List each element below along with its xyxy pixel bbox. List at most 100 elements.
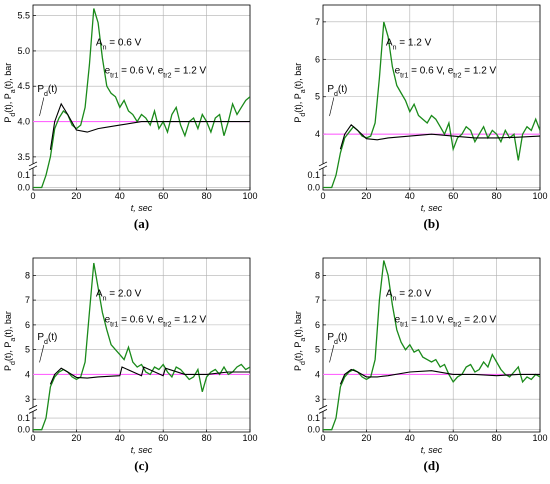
curve-label-part: (t) xyxy=(48,84,57,95)
annotation: An = 2.0 V xyxy=(386,288,432,302)
y-tick-label: 4 xyxy=(315,369,320,379)
axis-break xyxy=(318,165,328,171)
y-axis-label: Pd(t), Pa(t), bar xyxy=(3,311,17,371)
curve-label-part: d xyxy=(334,90,338,97)
y-tick-label: 4.0 xyxy=(17,117,30,127)
panel-caption: (a) xyxy=(134,216,149,231)
y-axis-label-part: (t), P xyxy=(293,342,303,362)
x-tick-label: 20 xyxy=(361,191,371,201)
axis-break xyxy=(28,161,38,167)
annotation-part: = 1.2 V xyxy=(461,65,496,76)
y-tick-label: 5 xyxy=(25,345,30,355)
annotation-part: = 0.6 V, e xyxy=(118,314,163,325)
x-axis-label: t, sec xyxy=(421,445,443,455)
x-tick-label: 100 xyxy=(242,191,257,201)
panel-caption: (b) xyxy=(424,216,440,231)
y-axis-label-part: d xyxy=(300,361,307,365)
annotation-part: tr2 xyxy=(453,72,461,79)
axis-break xyxy=(318,405,328,410)
axis-break xyxy=(318,161,328,167)
y-tick-label: 4 xyxy=(315,129,320,139)
curve-label-part: (t) xyxy=(48,332,57,343)
curve-label: Pd(t) xyxy=(327,332,347,346)
y-tick-label: 0.1 xyxy=(307,170,320,180)
curve-label-leader xyxy=(39,97,45,117)
y-axis-label-part: a xyxy=(10,338,17,342)
curve-label-part: d xyxy=(334,338,338,345)
y-tick-label: 7 xyxy=(315,295,320,305)
y-tick-label: 3 xyxy=(315,394,320,404)
annotation-part: tr1 xyxy=(110,321,118,328)
annotation-part: = 0.6 V, e xyxy=(118,65,163,76)
curve-label: Pd(t) xyxy=(37,332,57,346)
curve-label-part: d xyxy=(44,338,48,345)
annotation: etr1 = 0.6 V, etr2 = 1.2 V xyxy=(105,65,207,79)
y-axis-label-part: P xyxy=(3,365,13,371)
annotation-part: = 2.0 V xyxy=(461,314,496,325)
x-tick-label: 80 xyxy=(202,191,212,201)
annotation-part: n xyxy=(393,295,397,302)
x-tick-label: 60 xyxy=(448,433,458,443)
annotation-part: e xyxy=(395,65,401,76)
annotation-part: tr2 xyxy=(163,321,171,328)
annotation: An = 2.0 V xyxy=(96,288,142,302)
y-tick-label: 7 xyxy=(315,17,320,27)
annotation-part: n xyxy=(103,44,107,51)
plot-frame xyxy=(322,257,541,433)
y-tick-label: 0.1 xyxy=(17,170,30,180)
y-axis-label-part: P xyxy=(293,117,303,123)
y-axis-label-part: a xyxy=(10,89,17,93)
annotation-part: = 2.0 V xyxy=(107,288,142,299)
data-line xyxy=(49,366,250,385)
y-tick-label: 6 xyxy=(25,320,30,330)
y-axis-label-part: (t), P xyxy=(3,342,13,362)
x-tick-label: 40 xyxy=(405,191,415,201)
curve-label: Pd(t) xyxy=(327,84,347,98)
axis-break-gap xyxy=(30,407,36,412)
x-tick-label: 40 xyxy=(405,433,415,443)
annotation-part: n xyxy=(393,44,397,51)
plot-frame xyxy=(322,4,541,191)
curve-label-part: P xyxy=(37,332,44,343)
y-tick-label: 3 xyxy=(25,394,30,404)
y-axis-label-part: d xyxy=(300,113,307,117)
curve-label-leader xyxy=(329,97,335,117)
y-axis-label-part: (t), bar xyxy=(293,63,303,90)
y-axis-label-part: P xyxy=(293,365,303,371)
annotation-part: A xyxy=(386,288,393,299)
y-tick-label: 0.1 xyxy=(17,413,30,423)
annotation: etr1 = 1.0 V, etr2 = 2.0 V xyxy=(395,314,497,328)
curve-label: Pd(t) xyxy=(37,84,57,98)
y-tick-label: 8 xyxy=(315,270,320,280)
axis-break-gap xyxy=(320,407,326,412)
data-line xyxy=(339,123,540,150)
annotation: An = 0.6 V xyxy=(96,38,142,52)
plot-frame xyxy=(32,4,251,191)
curve-label-part: (t) xyxy=(338,84,347,95)
y-axis-label: Pd(t), Pa(t), bar xyxy=(293,311,307,371)
annotation-part: = 2.0 V xyxy=(397,288,432,299)
x-tick-label: 100 xyxy=(532,433,547,443)
y-tick-label: 4.5 xyxy=(17,81,30,91)
x-tick-label: 0 xyxy=(320,433,325,443)
axis-break-gap xyxy=(30,163,36,168)
curve-label-leader xyxy=(39,344,45,363)
x-tick-label: 0 xyxy=(30,191,35,201)
axis-break xyxy=(28,165,38,171)
data-line xyxy=(323,260,540,431)
x-tick-label: 20 xyxy=(71,191,81,201)
x-tick-label: 80 xyxy=(202,433,212,443)
data-line xyxy=(339,368,540,385)
annotation: An = 1.2 V xyxy=(386,38,432,52)
y-axis-label-part: (t), bar xyxy=(3,311,13,338)
x-tick-label: 80 xyxy=(492,191,502,201)
x-tick-label: 40 xyxy=(115,191,125,201)
y-axis-label: Pd(t), Pa(t), bar xyxy=(3,63,17,123)
annotation-part: A xyxy=(96,288,103,299)
curve-label-leader xyxy=(329,344,335,363)
panel-caption: (c) xyxy=(134,458,148,473)
y-axis-label-part: d xyxy=(10,113,17,117)
annotation-part: n xyxy=(103,295,107,302)
